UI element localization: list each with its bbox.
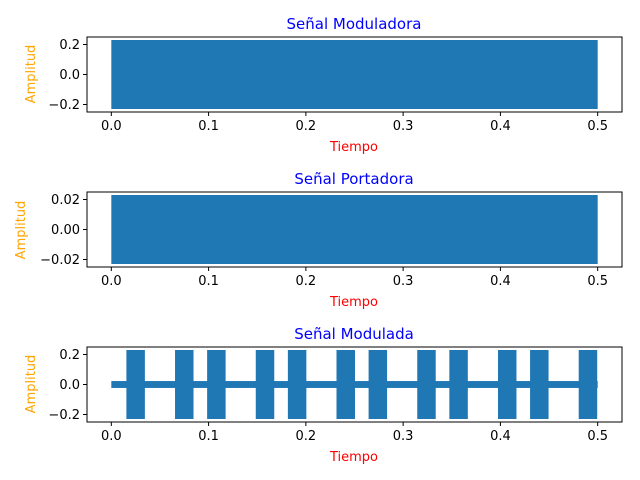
series-segment (287, 350, 307, 419)
x-tick-label: 0.4 (490, 274, 511, 289)
x-tick-label: 0.1 (198, 119, 219, 134)
x-tick-label: 0.5 (587, 429, 608, 444)
y-axis-label: Amplitud (14, 201, 29, 260)
panel-moduladora: Señal Moduladora 0.0 0.1 0.2 0.3 0.4 0.50.20.… (24, 15, 623, 155)
x-tick-label: 0.5 (587, 274, 608, 289)
x-tick-label: 0.2 (296, 119, 317, 134)
panel-portadora: Señal Portadora 0.0 0.1 0.2 0.3 0.4 0.50.020.… (14, 170, 623, 310)
chart-title: Señal Moduladora (287, 15, 422, 33)
plot-area: 0.0 0.1 0.2 0.3 0.4 0.5 0.2 0.0 −0.2 (48, 346, 623, 444)
x-tick-label: 0.2 (296, 429, 317, 444)
x-tick-label: 0.1 (198, 274, 219, 289)
plot-area: 0.0 0.1 0.2 0.3 0.4 0.5 0.2 0.0 −0.2 (48, 36, 623, 134)
x-tick-label: 0.4 (490, 429, 511, 444)
series-segment (530, 350, 549, 419)
x-tick-label: 0.2 (296, 274, 317, 289)
series-segment (111, 195, 598, 264)
x-tick-label: 0.0 (101, 274, 122, 289)
series-segment (368, 350, 388, 419)
y-axis-label: Amplitud (24, 355, 39, 414)
series-segment (175, 350, 194, 419)
series-segment (578, 350, 598, 419)
y-tick-label: 0.02 (51, 193, 80, 208)
x-axis-label: Tiempo (329, 295, 378, 310)
series-segment (336, 350, 355, 419)
x-axis-label: Tiempo (329, 450, 378, 465)
x-tick-label: 0.3 (393, 429, 414, 444)
series-segment (417, 350, 436, 419)
series-segment (207, 350, 226, 419)
x-tick-label: 0.3 (393, 119, 414, 134)
y-tick-label: −0.02 (40, 253, 80, 268)
panel-modulada: Señal Modulada 0.0 0.1 0.2 0.3 0.4 0.5 0.2 0.0 −… (24, 325, 623, 465)
series-segment (449, 350, 468, 419)
chart-title: Señal Modulada (294, 325, 414, 343)
y-tick-label: 0.2 (59, 348, 80, 363)
y-tick-label: −0.2 (48, 98, 80, 113)
y-tick-label: 0.0 (59, 68, 80, 83)
y-tick-label: 0.2 (59, 38, 80, 53)
y-axis-label: Amplitud (24, 45, 39, 104)
x-axis-label: Tiempo (329, 140, 378, 155)
series-segment (111, 40, 598, 109)
x-tick-label: 0.5 (587, 119, 608, 134)
y-tick-label: 0.00 (51, 223, 80, 238)
x-tick-label: 0.3 (393, 274, 414, 289)
y-tick-label: 0.0 (59, 378, 80, 393)
x-tick-label: 0.0 (101, 119, 122, 134)
x-tick-label: 0.0 (101, 429, 122, 444)
y-tick-label: −0.2 (48, 408, 80, 423)
series-segment (497, 350, 517, 419)
chart-title: Señal Portadora (294, 170, 413, 188)
plot-area: 0.0 0.1 0.2 0.3 0.4 0.5 0.02 0.00 −0.02 (40, 191, 623, 289)
x-tick-label: 0.4 (490, 119, 511, 134)
series-segment (255, 350, 275, 419)
series-segment (126, 350, 145, 419)
x-tick-label: 0.1 (198, 429, 219, 444)
